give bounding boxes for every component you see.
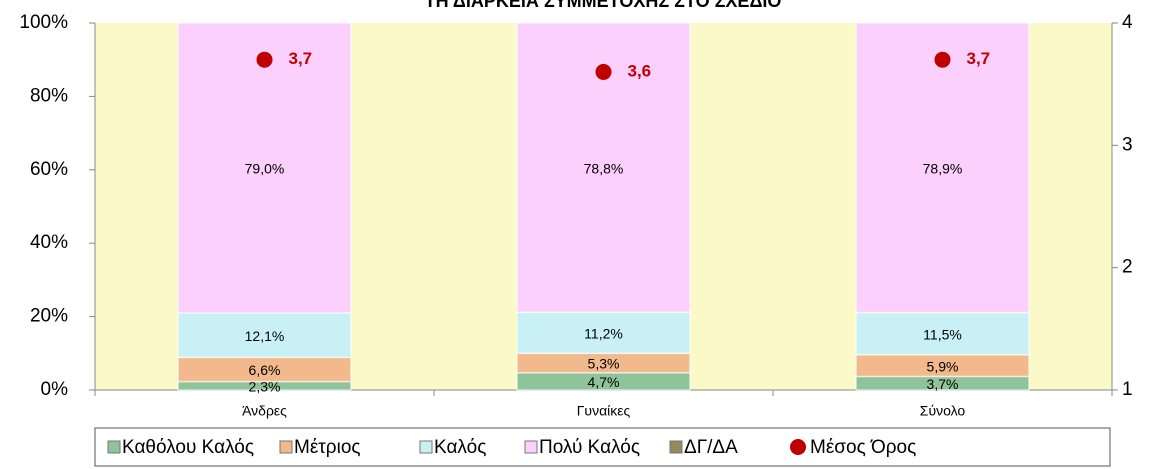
mean-label: 3,6 bbox=[628, 61, 652, 80]
bar-segment bbox=[855, 22, 1030, 314]
bar-segment bbox=[855, 311, 1030, 356]
legend-label: ΔΓ/ΔΑ bbox=[684, 437, 738, 458]
segment-label: 11,2% bbox=[584, 325, 623, 341]
bar-segment bbox=[177, 356, 352, 383]
legend-marker bbox=[524, 440, 538, 454]
x-tick-label: Σύνολο bbox=[920, 403, 966, 419]
y-tick-label: 60% bbox=[30, 159, 68, 180]
segment-label: 79,0% bbox=[245, 161, 285, 177]
chart-title: ΤΗ ΔΙΑΡΚΕΙΑ ΣΥΜΜΕΤΟΧΗΣ ΣΤΟ ΣΧΕΔΙΟ bbox=[425, 0, 782, 11]
y-tick-label: 40% bbox=[30, 232, 68, 253]
y-tick-label: 0% bbox=[41, 379, 69, 400]
mean-marker bbox=[256, 51, 273, 68]
legend-marker bbox=[419, 440, 433, 454]
segment-label: 78,8% bbox=[584, 160, 624, 176]
segment-label: 78,9% bbox=[923, 160, 963, 176]
segment-label: 2,3% bbox=[249, 378, 281, 394]
y-tick-label: 80% bbox=[30, 85, 68, 106]
bar-segment bbox=[177, 22, 352, 314]
x-tick-label: Άνδρες bbox=[242, 403, 287, 419]
bar-segment bbox=[516, 311, 691, 355]
legend-marker bbox=[107, 440, 121, 454]
y2-tick-label: 4 bbox=[1122, 12, 1133, 33]
legend-label: Πολύ Καλός bbox=[539, 437, 640, 458]
legend-label: Μέσος Όρος bbox=[810, 437, 916, 458]
legend-marker bbox=[790, 439, 806, 455]
segment-label: 6,6% bbox=[249, 362, 281, 378]
legend-label: Καθόλου Καλός bbox=[122, 437, 254, 458]
segment-label: 4,7% bbox=[588, 374, 620, 390]
segment-label: 5,9% bbox=[927, 358, 959, 374]
y2-tick-label: 2 bbox=[1122, 257, 1133, 278]
segment-label: 5,3% bbox=[588, 356, 620, 372]
legend-box bbox=[94, 427, 1111, 467]
legend-marker bbox=[279, 440, 293, 454]
bar-segment bbox=[177, 312, 352, 359]
y-tick-label: 20% bbox=[30, 306, 68, 327]
mean-label: 3,7 bbox=[289, 49, 313, 68]
mean-marker bbox=[595, 63, 612, 80]
legend-marker bbox=[669, 440, 683, 454]
segment-label: 11,5% bbox=[923, 326, 962, 342]
segment-label: 12,1% bbox=[245, 328, 285, 344]
y2-tick-label: 1 bbox=[1122, 379, 1133, 400]
mean-label: 3,7 bbox=[967, 49, 991, 68]
legend-label: Μέτριος bbox=[294, 437, 361, 458]
y-tick-label: 100% bbox=[19, 12, 68, 33]
mean-marker bbox=[934, 51, 951, 68]
legend-label: Καλός bbox=[434, 437, 486, 458]
y2-tick-label: 3 bbox=[1122, 134, 1133, 155]
segment-label: 3,7% bbox=[927, 376, 959, 392]
x-tick-label: Γυναίκες bbox=[577, 403, 631, 419]
